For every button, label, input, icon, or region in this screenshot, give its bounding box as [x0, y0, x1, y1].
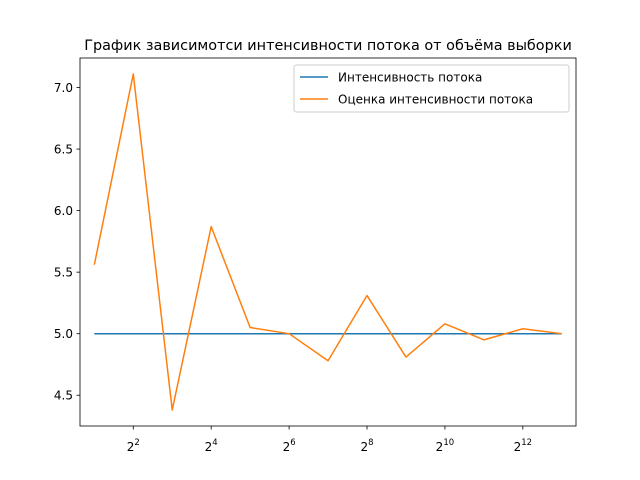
- legend-box: [293, 64, 570, 113]
- y-tick-label: 7.0: [54, 81, 73, 95]
- chart-title: График зависимотси интенсивности потока …: [84, 38, 572, 54]
- x-tick-label: 210: [436, 438, 454, 454]
- legend-label: Интенсивность потока: [338, 70, 482, 84]
- y-tick-label: 4.5: [54, 389, 73, 403]
- axes-frame: [79, 57, 577, 427]
- y-tick-label: 5.5: [54, 265, 73, 279]
- x-tick-label: 28: [360, 438, 373, 454]
- legend-label: Оценка интенсивности потока: [338, 92, 533, 106]
- x-tick-label: 26: [283, 438, 296, 454]
- x-tick-label: 212: [514, 438, 532, 454]
- y-tick-label: 5.0: [54, 327, 73, 341]
- y-tick-label: 6.5: [54, 142, 73, 156]
- y-tick-label: 6.0: [54, 204, 73, 218]
- x-tick-label: 24: [205, 438, 218, 454]
- series-lines: [93, 73, 562, 411]
- legend: Интенсивность потока Оценка интенсивности…: [293, 64, 570, 113]
- x-tick-label: 22: [127, 438, 140, 454]
- axes: 4.5 5.0 5.5 6.0 6.5 7.0 22 24 26 28 210 212: [54, 57, 577, 454]
